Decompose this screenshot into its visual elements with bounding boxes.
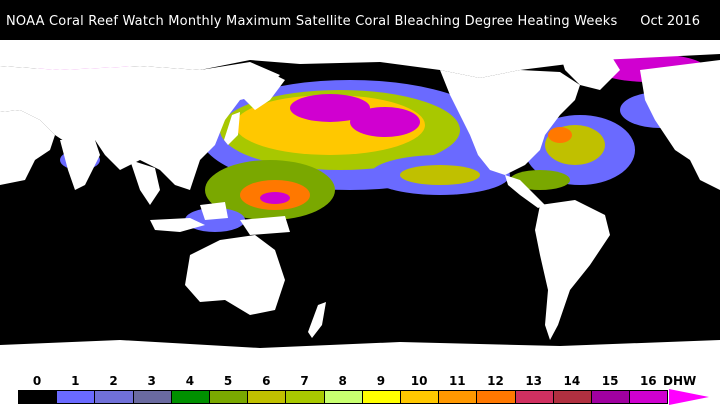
legend-tick-label: 8 — [338, 374, 347, 388]
kamchatka-land — [240, 75, 285, 110]
legend-tick-label: 13 — [525, 374, 543, 388]
north-america-land — [440, 70, 580, 175]
legend-tick-label: 6 — [262, 374, 271, 388]
asia-land — [0, 62, 280, 190]
legend-swatch — [170, 390, 210, 404]
dhw-legend: 0 1 2 3 4 5 6 7 8 9 10 11 12 13 14 15 16 DHW — [0, 360, 720, 411]
legend-swatch — [209, 390, 249, 404]
dhw-map — [0, 40, 720, 360]
legend-swatch — [552, 390, 592, 404]
antarctica-land — [0, 340, 720, 360]
south-america-land — [535, 200, 610, 340]
legend-swatch — [438, 390, 478, 404]
greenland-land — [560, 54, 620, 90]
indochina-land — [130, 160, 160, 205]
legend-swatch — [285, 390, 325, 404]
legend-swatch — [94, 390, 134, 404]
arabia-africa-land — [0, 110, 55, 185]
stress-cpac-yellow — [400, 165, 480, 185]
legend-swatch — [323, 390, 363, 404]
new-zealand-land — [308, 302, 326, 338]
legend-tick-label: 5 — [223, 374, 233, 388]
japan-land — [224, 112, 240, 145]
legend-swatch — [629, 390, 669, 404]
legend-unit: DHW — [663, 374, 697, 388]
stress-npac-magenta-2 — [350, 107, 420, 137]
title-bar: NOAA Coral Reef Watch Monthly Maximum Sa… — [0, 0, 720, 40]
legend-arrow — [669, 389, 709, 405]
stress-wpac-magenta — [260, 192, 290, 204]
legend-tick-label: 0 — [32, 374, 42, 388]
legend-swatch — [56, 390, 96, 404]
legend-swatch — [361, 390, 401, 404]
legend-tick-label: 16 — [639, 374, 657, 388]
legend-tick-label: 15 — [601, 374, 619, 388]
world-map-svg — [0, 40, 720, 360]
legend-swatch — [476, 390, 516, 404]
legend-tick-label: 9 — [376, 374, 386, 388]
arctic-land — [0, 40, 720, 78]
legend-tick-label: 3 — [147, 374, 156, 388]
new-guinea-land — [240, 216, 290, 235]
land-layer — [0, 40, 720, 360]
map-title: NOAA Coral Reef Watch Monthly Maximum Sa… — [6, 14, 618, 29]
legend-tick-label: 1 — [71, 374, 80, 388]
legend-tick-label: 12 — [487, 374, 504, 388]
legend-tick-label: 2 — [109, 374, 118, 388]
australia-land — [185, 235, 285, 315]
legend-swatch — [514, 390, 554, 404]
legend-color-bar — [18, 390, 669, 406]
stress-natl-orange — [548, 127, 572, 143]
legend-swatch — [18, 390, 58, 404]
legend-tick-label: 10 — [410, 374, 428, 388]
stress-npac-magenta-1 — [290, 94, 370, 122]
central-america-land — [505, 175, 545, 208]
legend-tick-label: 4 — [185, 374, 195, 388]
legend-tick-label: 14 — [563, 374, 581, 388]
legend-swatch — [247, 390, 287, 404]
legend-tick-label: 7 — [300, 374, 309, 388]
sumatra-java-land — [150, 218, 205, 232]
legend-swatch — [591, 390, 631, 404]
legend-ticks: 0 1 2 3 4 5 6 7 8 9 10 11 12 13 14 15 16 — [0, 374, 720, 390]
legend-swatch — [132, 390, 172, 404]
map-date: Oct 2016 — [640, 14, 700, 29]
india-land — [60, 140, 100, 190]
legend-swatch — [400, 390, 440, 404]
borneo-land — [200, 202, 228, 220]
legend-tick-label: 11 — [448, 374, 466, 388]
europe-africa-land — [640, 60, 720, 190]
